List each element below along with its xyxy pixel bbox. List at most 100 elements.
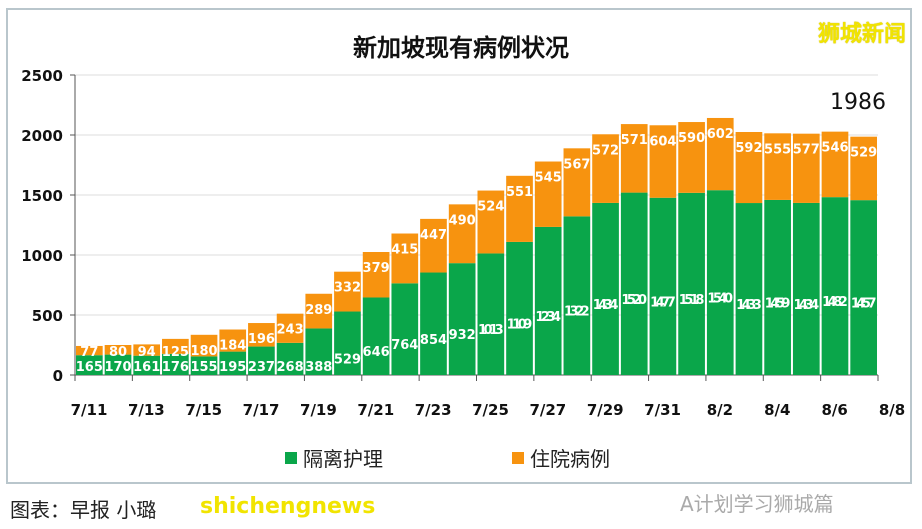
legend-swatch <box>285 451 297 464</box>
x-tick-label: 8/2 <box>707 401 733 419</box>
data-label: 289 <box>305 303 332 318</box>
x-tick-label: 7/29 <box>587 401 624 419</box>
bar-isolation <box>821 197 849 375</box>
data-label: 447 <box>420 228 447 243</box>
legend-item-hospital: 住院病例 <box>512 443 610 472</box>
bar-isolation <box>592 202 619 375</box>
data-label: 646 <box>363 345 390 360</box>
data-label: 1482 <box>822 295 848 310</box>
bar-hospital <box>506 175 533 242</box>
bar-hospital <box>706 117 734 191</box>
data-label: 388 <box>305 360 332 375</box>
bar-isolation <box>248 346 275 375</box>
bar-hospital <box>190 334 218 357</box>
bar-isolation <box>362 297 390 375</box>
legend-swatch <box>512 451 524 464</box>
data-label: 268 <box>277 360 304 375</box>
bar-hospital <box>764 133 791 200</box>
x-tick-label: 8/6 <box>821 401 847 419</box>
data-label: 529 <box>334 352 361 367</box>
y-tick-label: 0 <box>53 367 63 385</box>
legend-label: 隔离护理 <box>303 447 383 471</box>
data-label: 1459 <box>765 296 791 311</box>
bar-hospital <box>104 345 132 355</box>
bar-isolation <box>850 200 877 375</box>
bar-hospital <box>792 133 820 203</box>
data-label: 546 <box>821 141 848 156</box>
data-label: 567 <box>563 157 590 172</box>
legend-item-isolation: 隔离护理 <box>285 443 383 472</box>
bar-isolation <box>276 342 304 375</box>
bar-hospital <box>219 329 247 352</box>
bar-isolation <box>764 199 791 375</box>
x-tick-label: 7/23 <box>415 401 452 419</box>
x-tick-label: 7/11 <box>71 401 108 419</box>
data-label: 125 <box>162 345 189 360</box>
bar-hospital <box>534 161 562 227</box>
bar-hospital <box>420 218 447 273</box>
x-tick-label: 7/27 <box>529 401 566 419</box>
bar-hospital <box>592 134 619 203</box>
data-label: 932 <box>449 328 476 343</box>
bar-hospital <box>649 125 677 198</box>
data-label: 572 <box>592 143 619 158</box>
bar-hospital <box>678 122 705 193</box>
bar-hospital <box>563 148 591 217</box>
bar-hospital <box>362 252 390 298</box>
bar-hospital <box>620 124 648 193</box>
legend-label: 住院病例 <box>530 447 610 471</box>
overlay-watermark: shichengnews <box>200 494 376 519</box>
wechat-watermark: A计划学习狮城篇 <box>680 492 834 516</box>
data-label: 577 <box>793 143 820 158</box>
bar-isolation <box>620 192 648 375</box>
x-tick-label: 8/4 <box>764 401 790 419</box>
data-label: 184 <box>219 339 246 354</box>
data-label: 1433 <box>736 298 762 313</box>
data-label: 490 <box>449 213 476 228</box>
data-label: 415 <box>391 243 418 258</box>
data-label: 592 <box>735 141 762 156</box>
data-label: 94 <box>138 345 156 360</box>
bar-hospital <box>334 271 361 312</box>
data-label: 379 <box>363 261 390 276</box>
data-label: 195 <box>219 360 246 375</box>
bar-isolation <box>706 190 734 375</box>
data-label: 80 <box>109 345 127 360</box>
bar-isolation <box>104 354 132 375</box>
data-label: 1434 <box>593 298 619 313</box>
data-label: 1109 <box>507 317 533 332</box>
data-label: 545 <box>535 171 562 186</box>
data-label: 1520 <box>621 293 647 308</box>
bar-hospital <box>477 190 505 254</box>
bar-isolation <box>506 241 533 375</box>
data-label: 590 <box>678 131 705 146</box>
bar-isolation <box>534 226 562 375</box>
data-label: 1457 <box>851 297 877 312</box>
bar-isolation <box>420 272 447 375</box>
bar-isolation <box>162 353 189 375</box>
data-label: 1540 <box>707 292 733 307</box>
bar-hospital <box>76 345 103 356</box>
bar-hospital <box>133 344 161 356</box>
brand-logo: 狮城新闻 <box>817 22 906 47</box>
data-label: 1477 <box>650 295 676 310</box>
bar-isolation <box>76 355 103 375</box>
bar-isolation <box>563 216 591 375</box>
x-tick-label: 7/15 <box>185 401 222 419</box>
data-label: 1013 <box>478 323 504 338</box>
x-tick-label: 8/8 <box>879 401 905 419</box>
data-label: 161 <box>133 360 160 375</box>
data-label: 602 <box>707 127 734 142</box>
bar-isolation <box>792 202 820 375</box>
data-label: 196 <box>248 332 275 347</box>
bar-hospital <box>735 132 763 204</box>
bar-hospital <box>162 338 189 354</box>
y-tick-label: 1500 <box>21 187 63 205</box>
bar-hospital <box>850 136 877 201</box>
x-tick-label: 7/25 <box>472 401 509 419</box>
data-label: 77 <box>80 345 98 360</box>
x-tick-label: 7/19 <box>300 401 337 419</box>
data-label: 1434 <box>793 298 819 313</box>
figure-caption: 图表：早报 小璐 <box>10 498 157 522</box>
